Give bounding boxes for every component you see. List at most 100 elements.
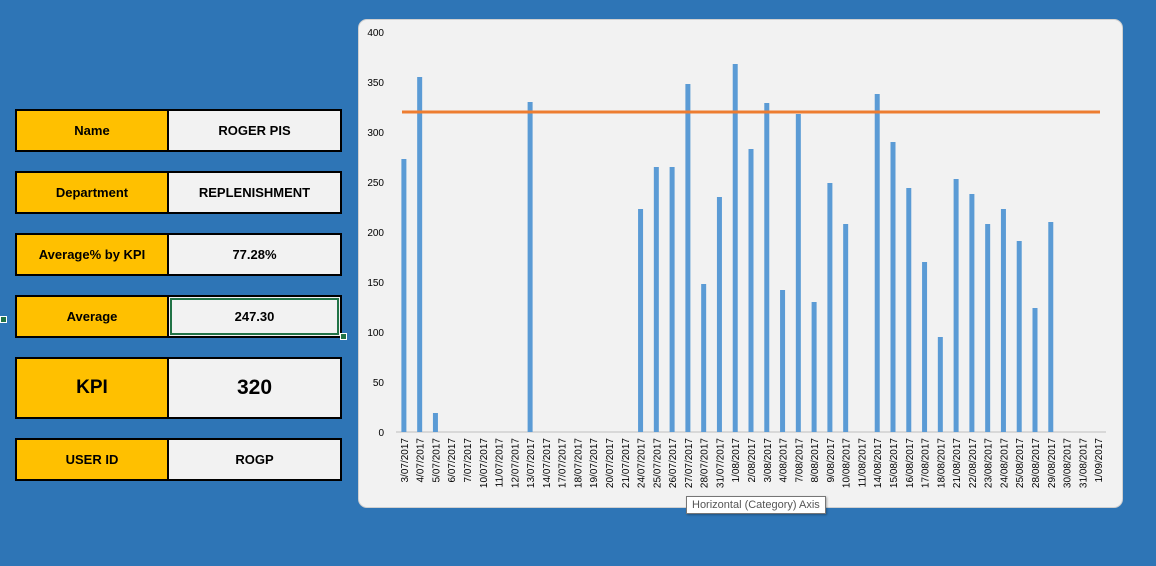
bar[interactable] bbox=[1016, 241, 1022, 432]
x-tick-label: 26/07/2017 bbox=[668, 438, 679, 488]
x-axis: 3/07/2017 4/07/2017 5/07/2017 6/07/2017 7/07… bbox=[400, 438, 1105, 488]
x-tick-label: 16/08/2017 bbox=[905, 438, 916, 488]
user-id-label[interactable]: USER ID bbox=[17, 440, 169, 479]
average-pct-value[interactable]: 77.28% bbox=[169, 235, 340, 274]
x-tick-label: 12/07/2017 bbox=[510, 438, 521, 488]
average-row: Average 247.30 bbox=[15, 295, 342, 338]
average-pct-row: Average% by KPI 77.28% bbox=[15, 233, 342, 276]
department-label[interactable]: Department bbox=[17, 173, 169, 212]
bar[interactable] bbox=[527, 102, 533, 432]
x-tick-label: 13/07/2017 bbox=[526, 438, 537, 488]
x-tick-label: 24/07/2017 bbox=[637, 438, 648, 488]
bar[interactable] bbox=[432, 413, 438, 432]
x-tick-label: 31/08/2017 bbox=[1078, 438, 1089, 488]
x-tick-label: 21/07/2017 bbox=[621, 438, 632, 488]
x-tick-label: 25/08/2017 bbox=[1015, 438, 1026, 488]
bar[interactable] bbox=[1048, 222, 1054, 432]
x-tick-label: 14/08/2017 bbox=[873, 438, 884, 488]
x-tick-label: 4/08/2017 bbox=[779, 438, 790, 483]
x-tick-label: 18/08/2017 bbox=[936, 438, 947, 488]
x-tick-label: 28/07/2017 bbox=[700, 438, 711, 488]
bar[interactable] bbox=[685, 84, 691, 432]
bars[interactable] bbox=[401, 64, 1054, 432]
user-id-value[interactable]: ROGP bbox=[169, 440, 340, 479]
x-tick-label: 3/08/2017 bbox=[763, 438, 774, 483]
y-tick-label: 350 bbox=[367, 78, 384, 89]
x-tick-label: 8/08/2017 bbox=[810, 438, 821, 483]
bar[interactable] bbox=[669, 167, 675, 432]
chart-area[interactable] bbox=[358, 19, 1123, 508]
y-tick-label: 300 bbox=[367, 128, 384, 139]
bar[interactable] bbox=[764, 103, 770, 432]
x-tick-label: 31/07/2017 bbox=[715, 438, 726, 488]
x-tick-label: 2/08/2017 bbox=[747, 438, 758, 483]
x-tick-label: 5/07/2017 bbox=[431, 438, 442, 483]
user-id-row: USER ID ROGP bbox=[15, 438, 342, 481]
x-tick-label: 17/07/2017 bbox=[558, 438, 569, 488]
bar[interactable] bbox=[906, 188, 912, 432]
name-label[interactable]: Name bbox=[17, 111, 169, 150]
x-tick-label: 9/08/2017 bbox=[826, 438, 837, 483]
x-tick-label: 27/07/2017 bbox=[684, 438, 695, 488]
x-tick-label: 18/07/2017 bbox=[573, 438, 584, 488]
bar[interactable] bbox=[843, 224, 849, 432]
selection-fill-handle[interactable] bbox=[340, 333, 347, 340]
bar[interactable] bbox=[890, 142, 896, 432]
x-tick-label: 6/07/2017 bbox=[447, 438, 458, 483]
bar[interactable] bbox=[937, 337, 943, 432]
bar[interactable] bbox=[795, 114, 801, 432]
name-value[interactable]: ROGER PIS bbox=[169, 111, 340, 150]
x-tick-label: 11/08/2017 bbox=[857, 438, 868, 488]
y-tick-label: 0 bbox=[378, 428, 384, 439]
x-tick-label: 10/08/2017 bbox=[842, 438, 853, 488]
x-tick-label: 3/07/2017 bbox=[400, 438, 411, 483]
x-tick-label: 28/08/2017 bbox=[1031, 438, 1042, 488]
average-label[interactable]: Average bbox=[17, 297, 169, 336]
x-tick-label: 25/07/2017 bbox=[652, 438, 663, 488]
department-value[interactable]: REPLENISHMENT bbox=[169, 173, 340, 212]
x-tick-label: 21/08/2017 bbox=[952, 438, 963, 488]
bar[interactable] bbox=[748, 149, 754, 432]
bar[interactable] bbox=[827, 183, 833, 432]
y-tick-label: 100 bbox=[367, 328, 384, 339]
x-tick-label: 19/07/2017 bbox=[589, 438, 600, 488]
bar[interactable] bbox=[922, 262, 928, 432]
x-tick-label: 23/08/2017 bbox=[984, 438, 995, 488]
bar[interactable] bbox=[638, 209, 644, 432]
kpi-value[interactable]: 320 bbox=[169, 359, 340, 417]
kpi-label[interactable]: KPI bbox=[17, 359, 169, 417]
x-tick-label: 11/07/2017 bbox=[495, 438, 506, 488]
kpi-row: KPI 320 bbox=[15, 357, 342, 419]
bar[interactable] bbox=[716, 197, 722, 432]
y-tick-label: 50 bbox=[373, 378, 385, 389]
x-tick-label: 24/08/2017 bbox=[999, 438, 1010, 488]
bar[interactable] bbox=[953, 179, 959, 432]
y-tick-label: 250 bbox=[367, 178, 384, 189]
bar[interactable] bbox=[1032, 308, 1038, 432]
bar[interactable] bbox=[780, 290, 786, 432]
average-value[interactable]: 247.30 bbox=[169, 297, 340, 336]
y-tick-label: 150 bbox=[367, 278, 384, 289]
bar[interactable] bbox=[417, 77, 423, 432]
y-tick-label: 200 bbox=[367, 228, 384, 239]
bar[interactable] bbox=[874, 94, 880, 432]
x-tick-label: 10/07/2017 bbox=[479, 438, 490, 488]
bar[interactable] bbox=[401, 159, 407, 432]
bar[interactable] bbox=[811, 302, 817, 432]
x-tick-label: 7/08/2017 bbox=[794, 438, 805, 483]
average-pct-label[interactable]: Average% by KPI bbox=[17, 235, 169, 274]
axis-tooltip: Horizontal (Category) Axis bbox=[686, 496, 826, 514]
x-tick-label: 4/07/2017 bbox=[416, 438, 427, 483]
bar[interactable] bbox=[985, 224, 991, 432]
y-axis: 0 50 100 150 200 250 300 350 400 bbox=[367, 28, 384, 439]
row-edge-marker bbox=[0, 316, 7, 323]
x-tick-label: 1/08/2017 bbox=[731, 438, 742, 483]
bar[interactable] bbox=[969, 194, 975, 432]
bar[interactable] bbox=[732, 64, 738, 432]
bar[interactable] bbox=[653, 167, 659, 432]
department-row: Department REPLENISHMENT bbox=[15, 171, 342, 214]
bar[interactable] bbox=[1000, 209, 1006, 432]
x-tick-label: 1/09/2017 bbox=[1094, 438, 1105, 483]
bar[interactable] bbox=[701, 284, 707, 432]
